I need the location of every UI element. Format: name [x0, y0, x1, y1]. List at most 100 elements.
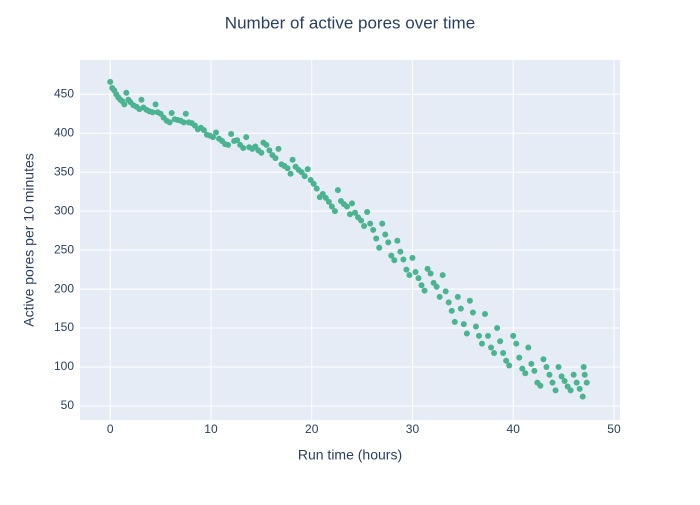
point — [304, 166, 311, 173]
point — [376, 244, 383, 251]
point — [546, 371, 553, 378]
point — [263, 141, 270, 148]
point — [497, 338, 504, 345]
point — [352, 209, 359, 216]
point — [460, 321, 467, 328]
chart-title: Number of active pores over time — [225, 13, 475, 32]
point — [555, 364, 562, 371]
point — [391, 257, 398, 264]
point — [485, 332, 492, 339]
point — [370, 226, 377, 233]
point — [506, 362, 513, 369]
point — [457, 305, 464, 312]
point — [552, 387, 559, 394]
point — [385, 239, 392, 246]
x-tick-label: 40 — [507, 422, 521, 436]
x-tick-label: 10 — [204, 422, 218, 436]
point — [503, 357, 510, 364]
point — [491, 349, 498, 356]
point — [382, 231, 389, 238]
point — [213, 129, 220, 136]
point — [436, 293, 443, 300]
y-tick-label: 300 — [54, 203, 74, 217]
point — [469, 309, 476, 316]
point — [266, 147, 273, 154]
point — [543, 364, 550, 371]
point — [284, 165, 291, 172]
y-tick-label: 350 — [54, 164, 74, 178]
point — [364, 208, 371, 215]
point — [225, 141, 232, 148]
point — [519, 365, 526, 372]
point — [583, 379, 590, 386]
point — [482, 311, 488, 318]
point — [289, 156, 296, 163]
point — [463, 330, 470, 337]
point — [403, 266, 410, 273]
point — [448, 307, 455, 314]
point — [445, 299, 452, 306]
point — [427, 270, 434, 277]
point — [573, 379, 580, 386]
point — [240, 145, 247, 152]
point — [168, 109, 175, 116]
point — [472, 323, 479, 330]
point — [415, 275, 422, 282]
point — [373, 235, 380, 242]
y-tick-label: 200 — [54, 281, 74, 295]
point — [123, 89, 130, 96]
point — [272, 155, 279, 162]
y-tick-label: 150 — [54, 320, 74, 334]
point — [347, 211, 353, 218]
y-tick-label: 50 — [61, 398, 75, 412]
y-tick-label: 250 — [54, 242, 74, 256]
point — [528, 360, 535, 367]
point — [107, 78, 114, 85]
point — [570, 371, 577, 378]
point — [406, 272, 413, 279]
point — [334, 187, 341, 194]
point — [343, 203, 350, 210]
point — [361, 222, 368, 229]
x-tick-label: 0 — [107, 422, 114, 436]
point — [275, 145, 282, 152]
point — [121, 101, 128, 108]
point — [549, 379, 556, 386]
point — [325, 198, 332, 205]
point — [228, 131, 235, 138]
point — [478, 340, 485, 347]
point — [466, 297, 473, 304]
point — [531, 367, 538, 374]
point — [152, 101, 159, 108]
point — [310, 180, 317, 187]
point — [412, 268, 419, 275]
point — [439, 272, 446, 279]
point — [567, 387, 574, 394]
point — [451, 318, 458, 325]
x-tick-label: 30 — [406, 422, 420, 436]
point — [400, 256, 407, 263]
x-tick-label: 20 — [305, 422, 319, 436]
point — [525, 344, 532, 351]
point — [200, 127, 207, 134]
point — [209, 134, 216, 141]
point — [138, 96, 145, 103]
y-tick-label: 450 — [54, 86, 74, 100]
y-axis-title: Active pores per 10 minutes — [21, 153, 37, 327]
point — [475, 332, 482, 339]
point — [328, 203, 335, 210]
point — [421, 287, 428, 294]
point — [513, 340, 520, 347]
point — [379, 220, 386, 227]
point — [182, 110, 189, 117]
y-tick-label: 100 — [54, 359, 74, 373]
point — [234, 137, 241, 144]
point — [494, 325, 501, 332]
point — [516, 354, 523, 361]
point — [500, 349, 507, 356]
y-tick-label: 400 — [54, 125, 74, 139]
point — [576, 385, 583, 392]
point — [258, 149, 265, 156]
point — [367, 220, 374, 227]
